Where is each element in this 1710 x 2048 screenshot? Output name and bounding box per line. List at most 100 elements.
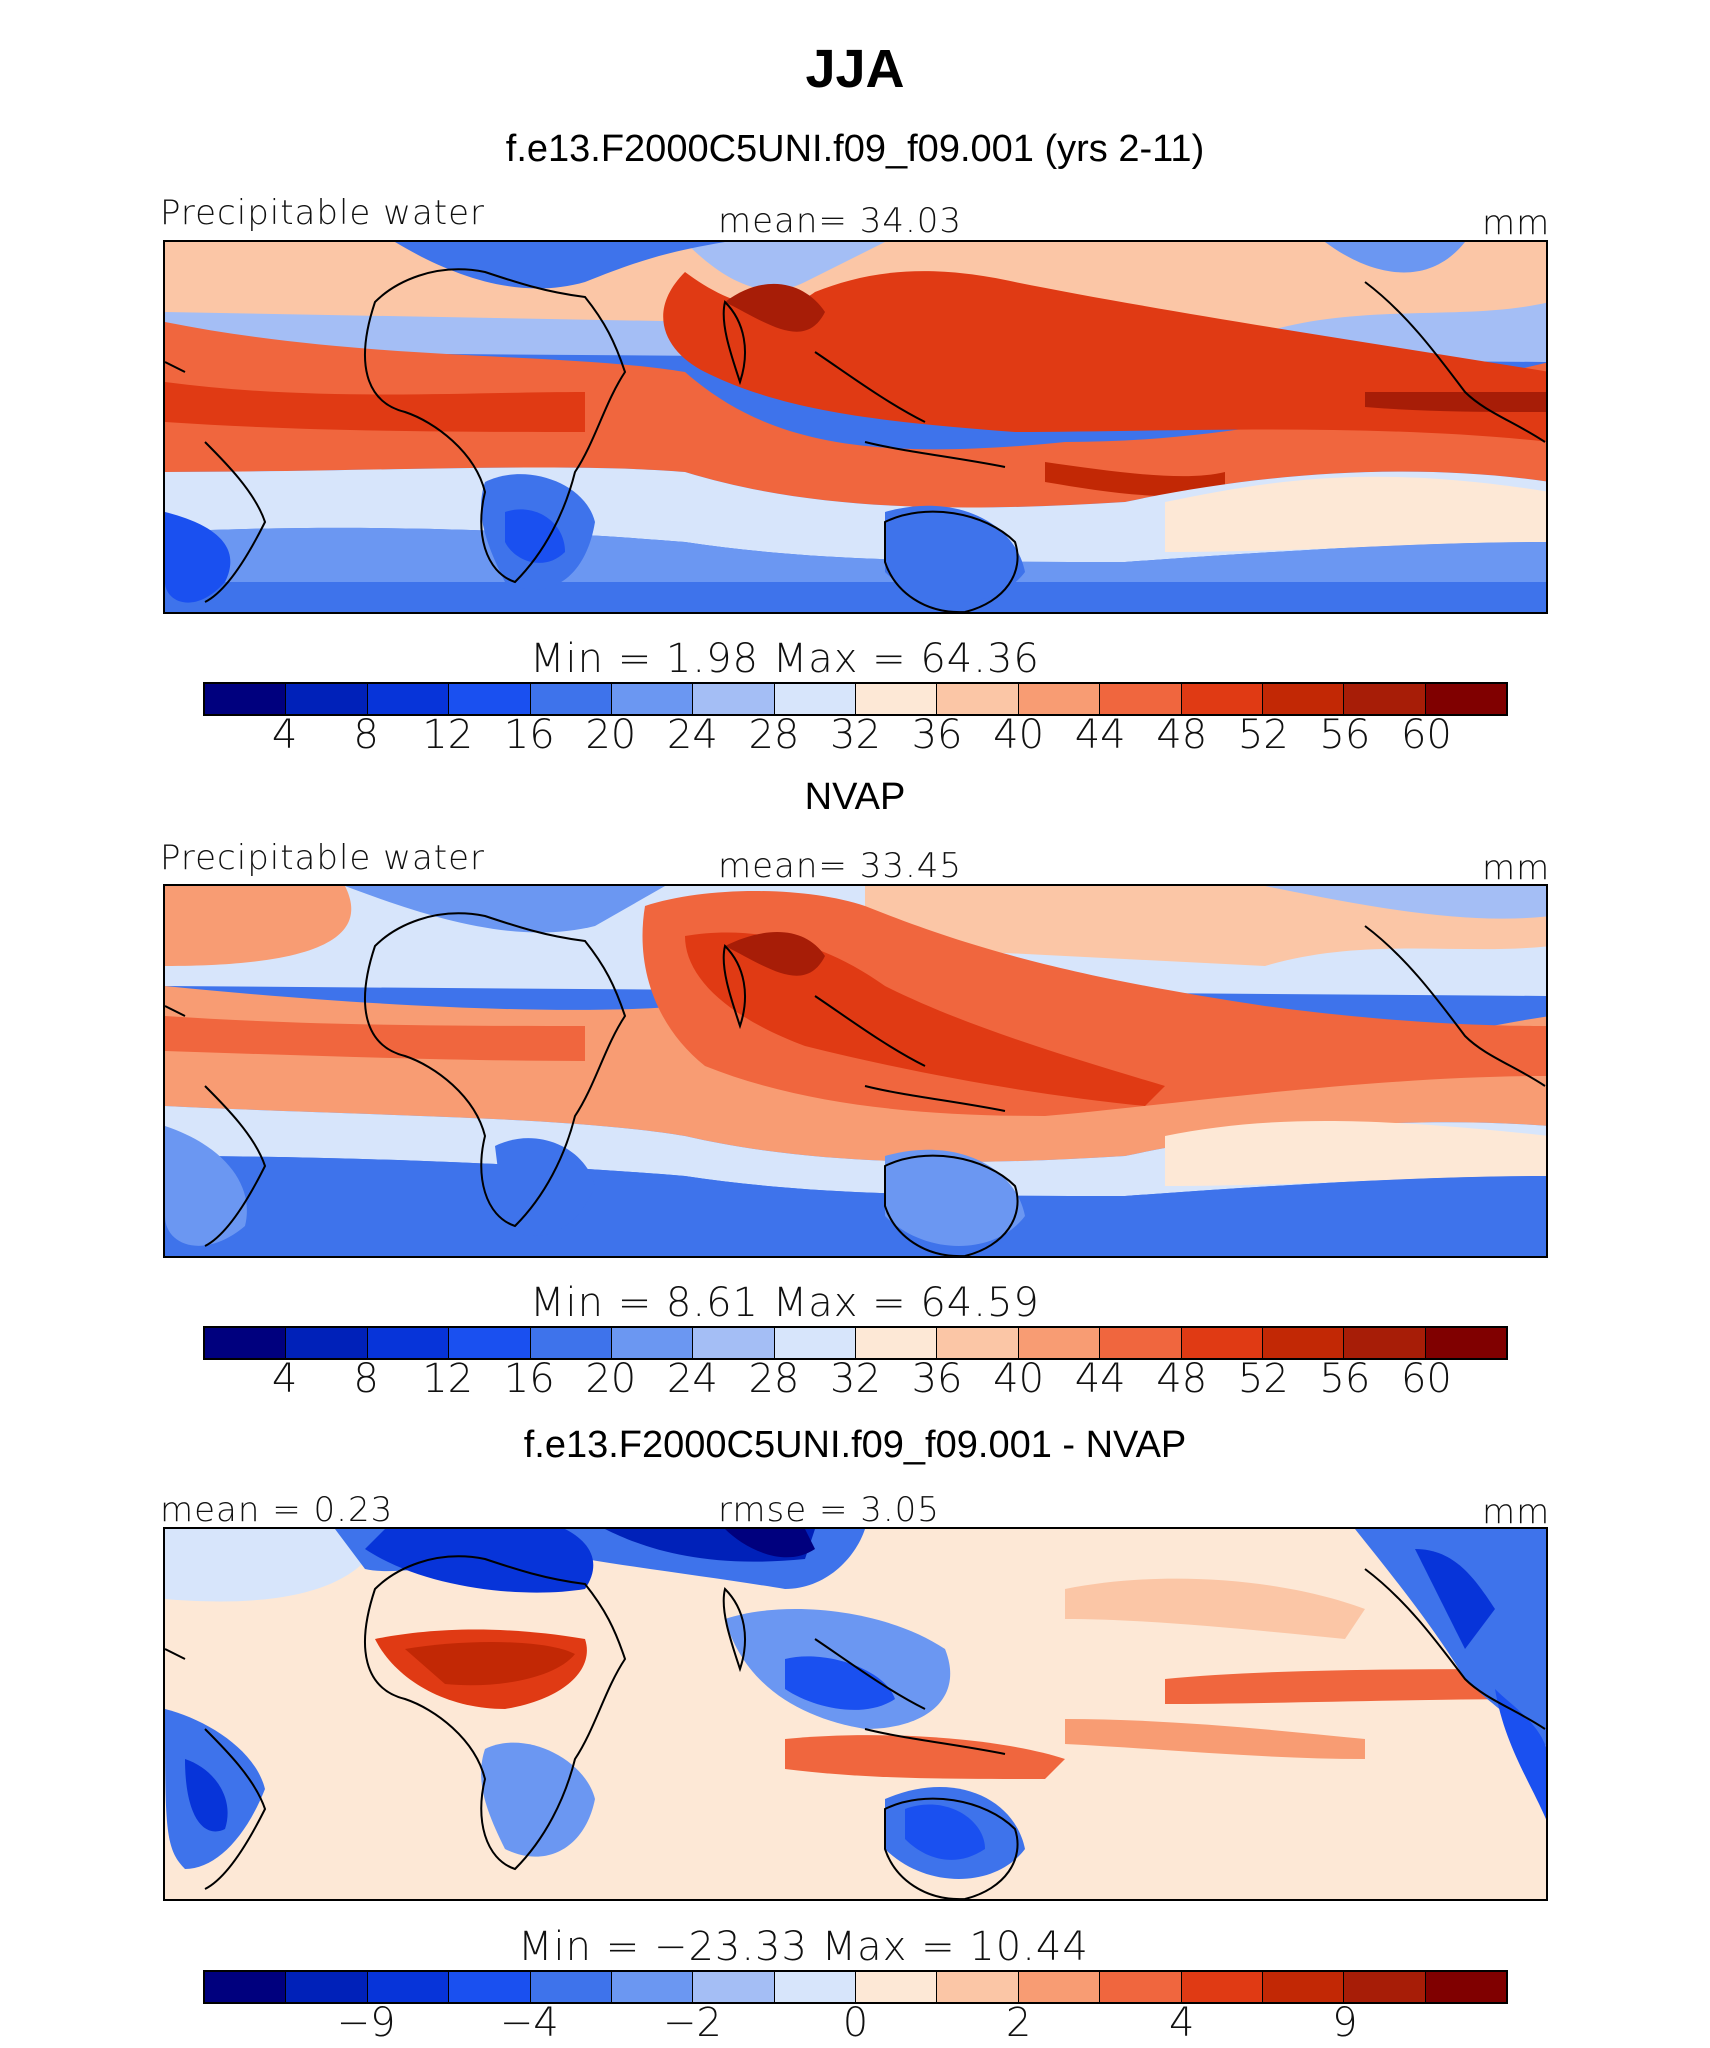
colorbar-tick-label: 48 — [1156, 712, 1208, 758]
colorbar-swatch — [611, 684, 694, 714]
colorbar-swatch — [1344, 1328, 1426, 1358]
panel-1-mean-label: mean= 34.03 — [718, 201, 963, 241]
colorbar-tick-label: 4 — [1169, 2000, 1195, 2046]
colorbar-tick-label: 2 — [1005, 2000, 1032, 2046]
colorbar-tick-label: 16 — [503, 712, 555, 758]
colorbar-swatch — [367, 1972, 450, 2002]
panel-1-colorbar — [203, 682, 1508, 716]
colorbar-tick-label: 32 — [830, 712, 881, 758]
colorbar-swatch — [530, 1972, 612, 2002]
colorbar-swatch — [774, 1328, 856, 1358]
colorbar-swatch — [1018, 1328, 1101, 1358]
colorbar-tick-label: 44 — [1074, 1356, 1126, 1402]
colorbar-swatch — [856, 1972, 938, 2002]
panel-3-rmse-label: rmse = 3.05 — [718, 1490, 940, 1530]
colorbar-swatch — [1262, 1328, 1345, 1358]
colorbar-tick-label: 0 — [842, 2000, 869, 2046]
panel-3-minmax: Min = −23.33 Max = 10.44 — [518, 1924, 1089, 1970]
colorbar-tick-label: 9 — [1332, 2000, 1358, 2046]
colorbar-tick-label: 40 — [993, 1356, 1045, 1402]
colorbar-tick-label: 24 — [666, 1356, 718, 1402]
colorbar-swatch — [1181, 1328, 1263, 1358]
panel-2-variable-label: Precipitable water — [160, 838, 486, 878]
colorbar-swatch — [530, 1328, 612, 1358]
colorbar-tick-label: 12 — [422, 1356, 474, 1402]
panel-2-map — [163, 884, 1548, 1258]
panel-3-colorbar — [203, 1970, 1508, 2004]
colorbar-swatch — [286, 1328, 368, 1358]
colorbar-swatch — [1425, 684, 1506, 714]
panel-1-minmax: Min = 1.98 Max = 64.36 — [530, 636, 1040, 682]
panel-2-minmax: Min = 8.61 Max = 64.59 — [530, 1280, 1040, 1326]
colorbar-swatch — [1100, 1328, 1182, 1358]
colorbar-swatch — [286, 684, 368, 714]
colorbar-tick-label: 60 — [1400, 1356, 1452, 1402]
colorbar-tick-label: 12 — [422, 712, 474, 758]
colorbar-swatch — [367, 684, 450, 714]
colorbar-tick-label: 4 — [271, 1356, 298, 1402]
colorbar-tick-label: 56 — [1319, 712, 1371, 758]
panel-3-mean-label: mean = 0.23 — [160, 1490, 394, 1530]
colorbar-tick-label: 32 — [830, 1356, 881, 1402]
colorbar-swatch — [1262, 684, 1345, 714]
colorbar-swatch — [286, 1972, 368, 2002]
colorbar-swatch — [1100, 684, 1182, 714]
colorbar-swatch — [937, 1328, 1019, 1358]
colorbar-swatch — [205, 1328, 287, 1358]
colorbar-swatch — [205, 684, 287, 714]
colorbar-swatch — [693, 684, 775, 714]
panel-1-map — [163, 240, 1548, 614]
colorbar-swatch — [1344, 684, 1426, 714]
colorbar-swatch — [774, 684, 856, 714]
panel-3-units-label: mm — [1482, 1492, 1551, 1532]
colorbar-tick-label: 56 — [1319, 1356, 1371, 1402]
colorbar-swatch — [856, 1328, 938, 1358]
colorbar-swatch — [1344, 1972, 1426, 2002]
colorbar-tick-label: 40 — [993, 712, 1045, 758]
colorbar-swatch — [856, 684, 938, 714]
colorbar-swatch — [693, 1328, 775, 1358]
colorbar-tick-label: 16 — [503, 1356, 555, 1402]
panel-2-units-label: mm — [1482, 848, 1551, 888]
figure-title: JJA — [805, 39, 905, 99]
colorbar-swatch — [367, 1328, 450, 1358]
panel-2-colorbar — [203, 1326, 1508, 1360]
panel-3-title: f.e13.F2000C5UNI.f09_f09.001 - NVAP — [523, 1424, 1187, 1466]
colorbar-swatch — [1100, 1972, 1182, 2002]
colorbar-swatch — [1181, 1972, 1263, 2002]
colorbar-tick-label: 48 — [1156, 1356, 1208, 1402]
colorbar-swatch — [693, 1972, 775, 2002]
colorbar-swatch — [1262, 1972, 1345, 2002]
colorbar-tick-label: −9 — [336, 2000, 396, 2046]
colorbar-swatch — [774, 1972, 856, 2002]
colorbar-swatch — [937, 1972, 1019, 2002]
colorbar-tick-label: 52 — [1237, 712, 1289, 758]
colorbar-swatch — [1018, 684, 1101, 714]
colorbar-tick-label: 20 — [585, 712, 637, 758]
colorbar-tick-label: 4 — [271, 712, 298, 758]
colorbar-tick-label: 36 — [911, 712, 963, 758]
colorbar-tick-label: 36 — [911, 1356, 963, 1402]
colorbar-swatch — [611, 1972, 694, 2002]
colorbar-swatch — [611, 1328, 694, 1358]
colorbar-swatch — [530, 684, 612, 714]
panel-3-map — [163, 1527, 1548, 1901]
colorbar-swatch — [1018, 1972, 1101, 2002]
colorbar-tick-label: 8 — [353, 712, 379, 758]
colorbar-swatch — [449, 684, 531, 714]
colorbar-swatch — [205, 1972, 287, 2002]
colorbar-swatch — [449, 1972, 531, 2002]
colorbar-tick-label: −4 — [499, 2000, 559, 2046]
colorbar-tick-label: 44 — [1074, 712, 1126, 758]
panel-1-units-label: mm — [1482, 203, 1551, 243]
colorbar-swatch — [937, 684, 1019, 714]
colorbar-swatch — [1425, 1328, 1506, 1358]
colorbar-swatch — [1425, 1972, 1506, 2002]
colorbar-tick-label: −2 — [662, 2000, 722, 2046]
colorbar-tick-label: 28 — [748, 712, 800, 758]
colorbar-tick-label: 52 — [1237, 1356, 1289, 1402]
colorbar-tick-label: 28 — [748, 1356, 800, 1402]
colorbar-tick-label: 60 — [1400, 712, 1452, 758]
panel-2-mean-label: mean= 33.45 — [718, 846, 963, 886]
colorbar-swatch — [449, 1328, 531, 1358]
